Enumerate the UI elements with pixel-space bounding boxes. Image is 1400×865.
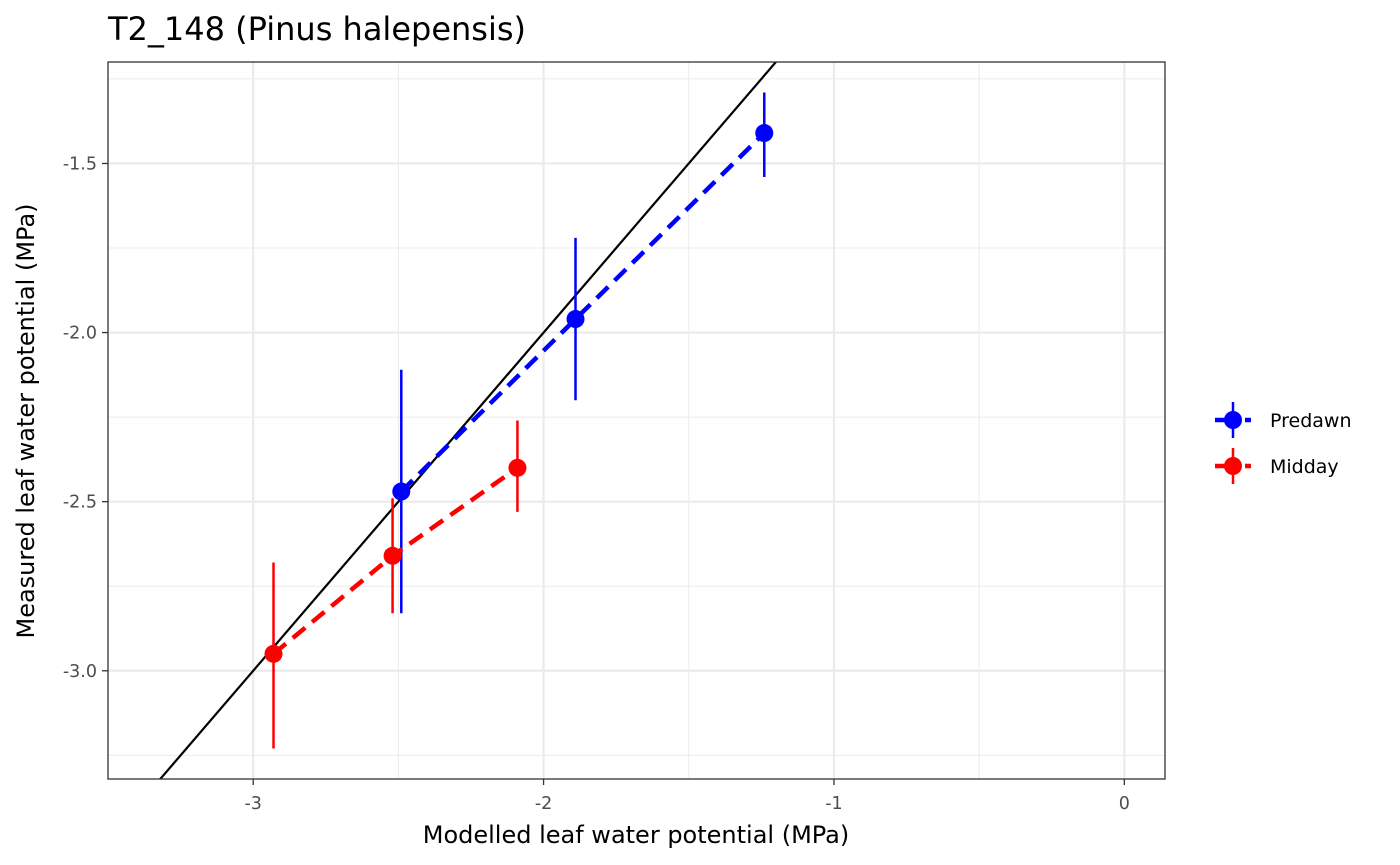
legend-key-point bbox=[1224, 411, 1242, 429]
data-point bbox=[508, 458, 527, 477]
x-tick-label: 0 bbox=[1119, 794, 1130, 814]
x-axis-title: Modelled leaf water potential (MPa) bbox=[423, 821, 850, 849]
legend-label: Predawn bbox=[1270, 410, 1352, 432]
series-midday bbox=[264, 420, 527, 749]
y-tick-label: -2.0 bbox=[63, 324, 97, 344]
panel-border bbox=[107, 61, 1166, 780]
plot-panel bbox=[107, 62, 1165, 779]
grid-major bbox=[108, 62, 1165, 779]
data-marks bbox=[158, 62, 778, 779]
panel-background bbox=[108, 62, 1165, 779]
reference-line bbox=[158, 62, 778, 779]
x-tick-label: -2 bbox=[535, 794, 552, 814]
series-line bbox=[399, 131, 766, 494]
data-point bbox=[566, 310, 585, 329]
x-tick-label: -3 bbox=[244, 794, 261, 814]
legend-label: Midday bbox=[1270, 456, 1339, 478]
legend: Predawn Midday bbox=[1215, 402, 1352, 484]
data-point bbox=[383, 546, 402, 565]
legend-item-predawn: Predawn bbox=[1215, 402, 1352, 438]
legend-key-point bbox=[1224, 457, 1242, 475]
y-tick-label: -3.0 bbox=[63, 662, 97, 682]
grid-minor bbox=[107, 62, 1165, 779]
y-axis-title: Measured leaf water potential (MPa) bbox=[12, 203, 40, 638]
chart-title: T2_148 (Pinus halepensis) bbox=[107, 10, 526, 48]
legend-item-midday: Midday bbox=[1215, 448, 1339, 484]
y-axis: -3.0 -2.5 -2.0 -1.5 bbox=[63, 154, 108, 682]
y-tick-label: -1.5 bbox=[63, 154, 97, 174]
data-point bbox=[392, 482, 411, 501]
series-predawn bbox=[392, 92, 774, 614]
x-tick-label: -1 bbox=[825, 794, 842, 814]
data-point bbox=[755, 124, 774, 143]
data-point bbox=[264, 644, 283, 663]
y-tick-label: -2.5 bbox=[63, 493, 97, 513]
x-axis: -3 -2 -1 0 bbox=[244, 779, 1130, 814]
